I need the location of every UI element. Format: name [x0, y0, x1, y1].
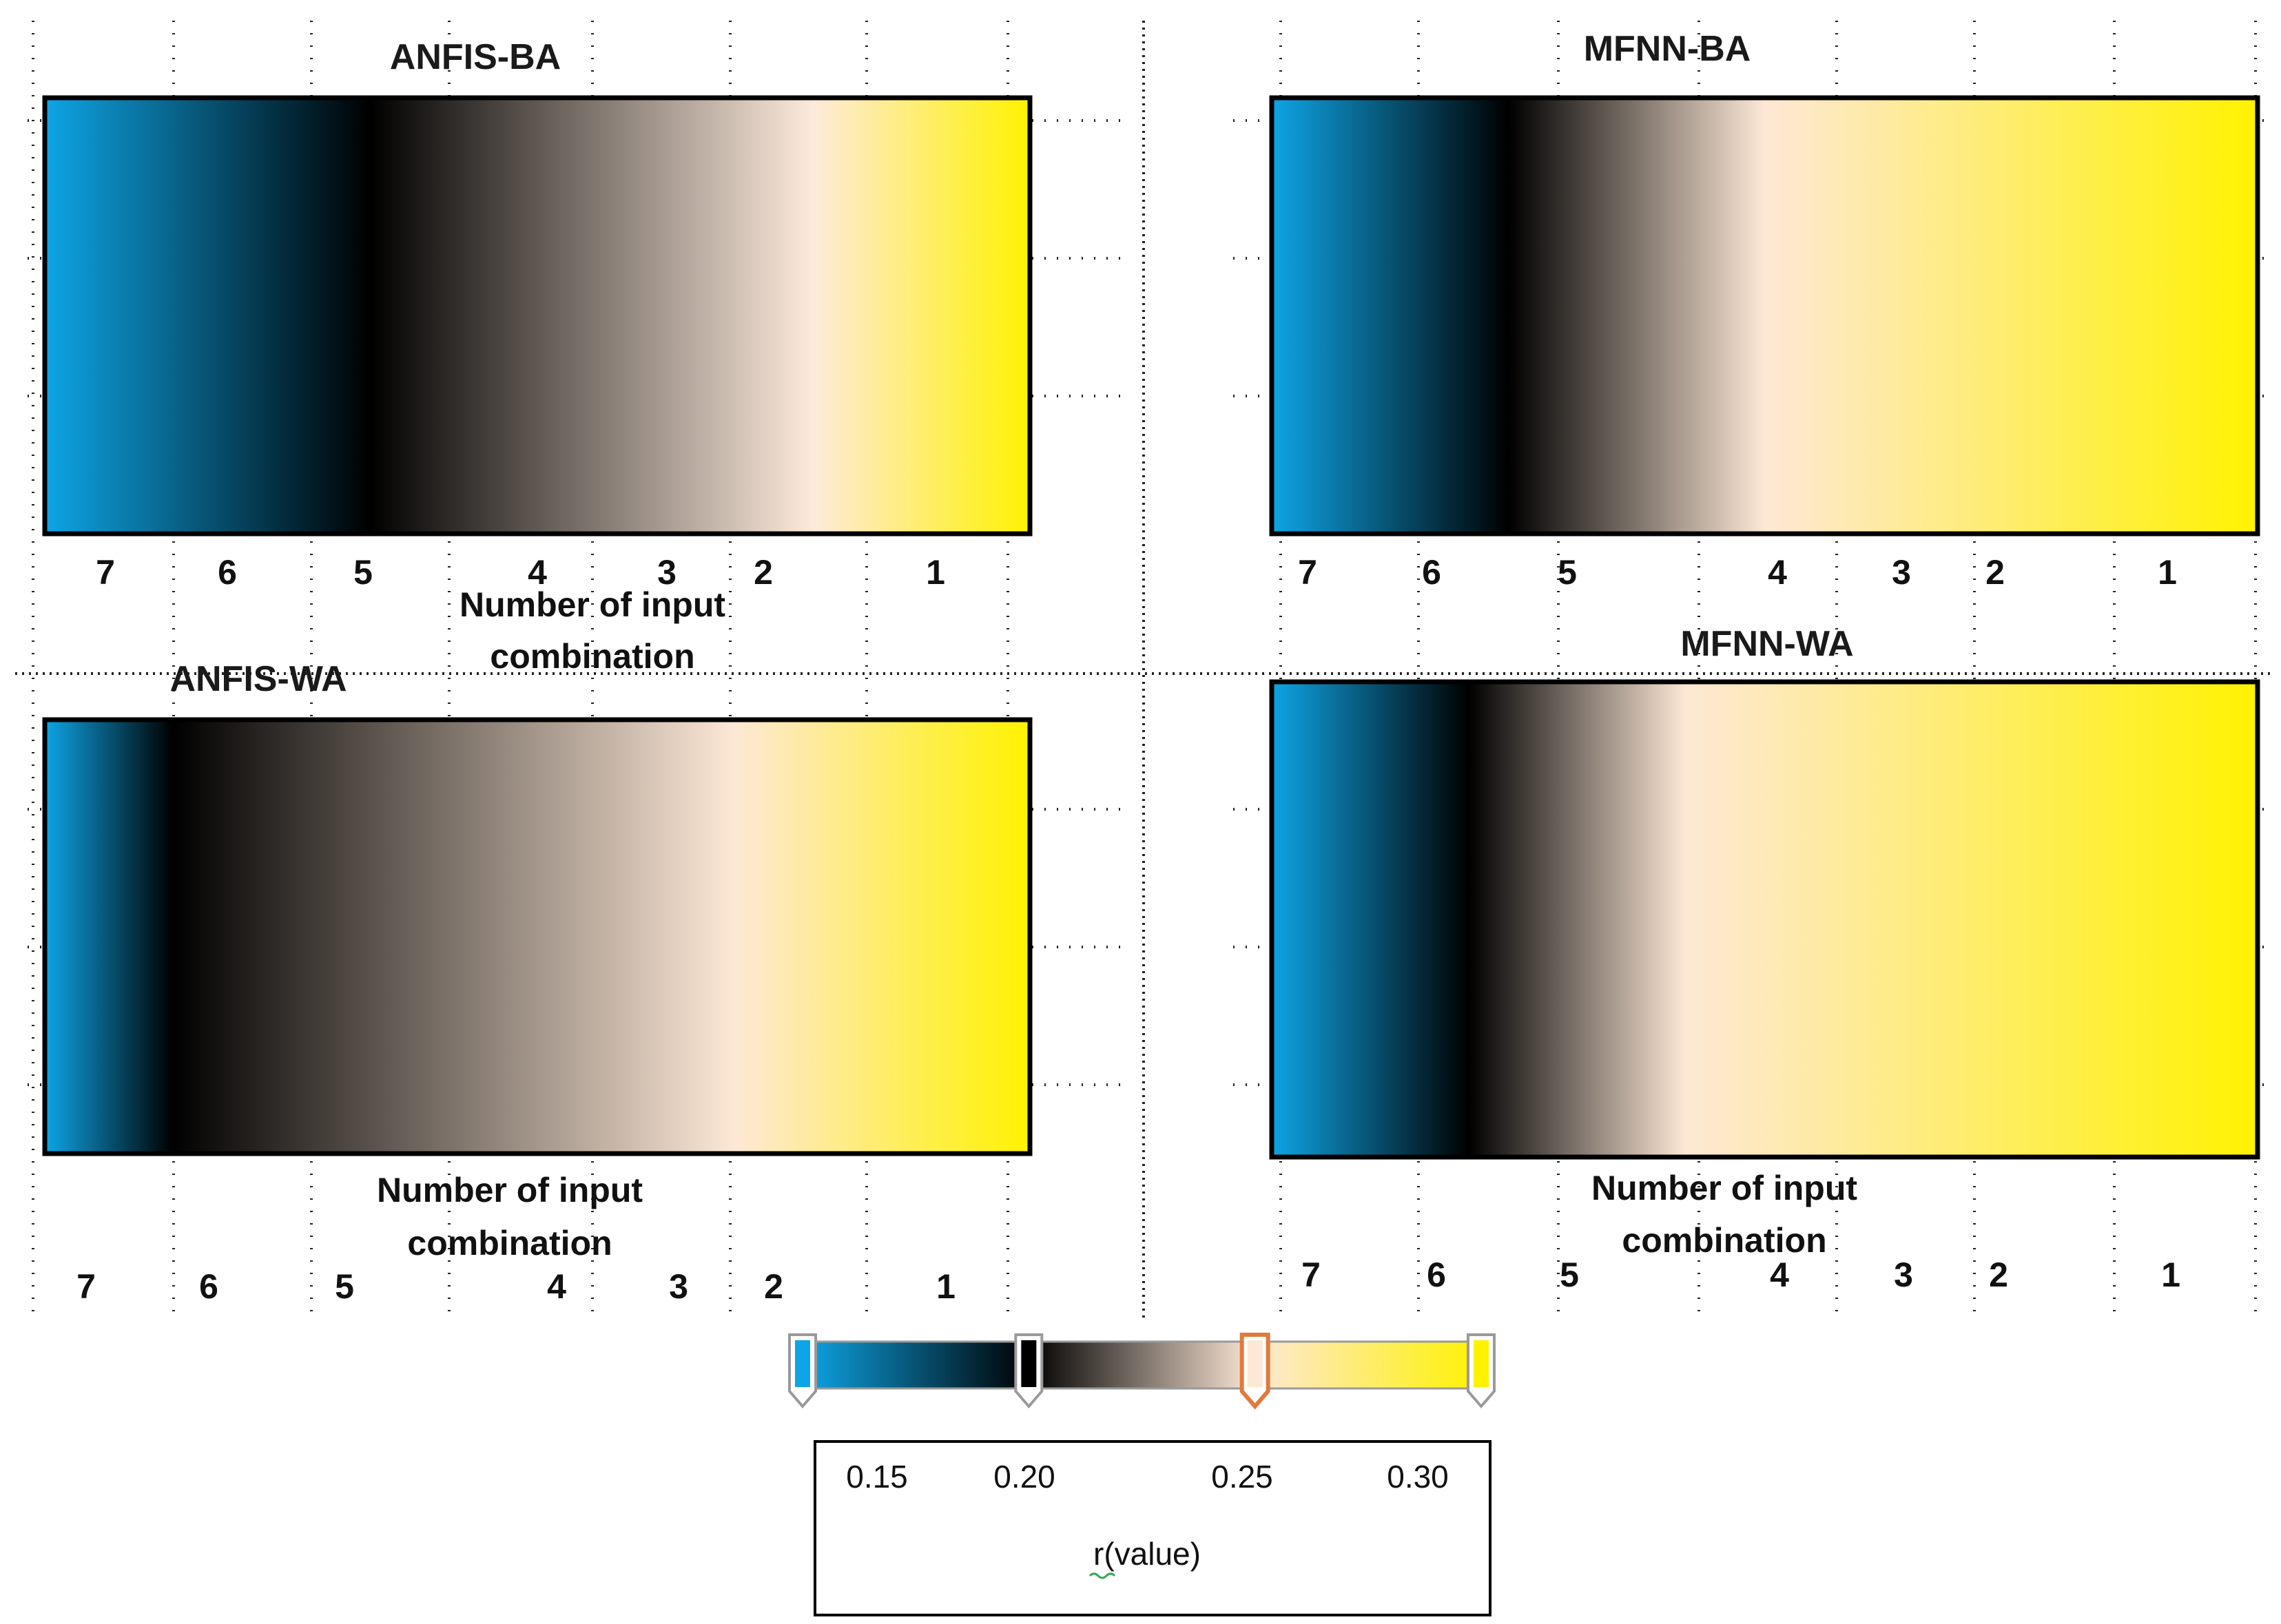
x-tick-label: 7 [1298, 553, 1317, 592]
heatmap-panel: MFNN-WA 7 6 5 4 3 2 1 Number of input combination [1269, 624, 2260, 1294]
x-tick-label: 2 [1989, 1256, 2008, 1294]
x-axis-label: Number of input [460, 585, 725, 624]
x-tick-label: 5 [1560, 1256, 1579, 1294]
x-tick-label: 7 [96, 553, 115, 592]
colorbar-tick-label: 0.15 [846, 1459, 908, 1495]
x-tick-label: 3 [1894, 1256, 1913, 1294]
colorbar-legend-box [814, 1440, 1492, 1616]
x-axis-label-line2: combination [1622, 1221, 1826, 1260]
x-tick-label: 1 [2158, 553, 2177, 592]
panel-title: MFNN-WA [1680, 624, 1853, 664]
heatmap-gradient-fill [1272, 682, 2258, 1157]
heatmap-frame [42, 95, 1033, 537]
panel-title: MFNN-BA [1584, 29, 1751, 69]
colorbar-stop-swatch [1247, 1340, 1263, 1387]
x-tick-label: 6 [1427, 1256, 1446, 1294]
spellcheck-squiggle [1088, 1572, 1116, 1579]
x-tick-label: 5 [353, 553, 373, 592]
colorbar-stop-swatch [795, 1340, 810, 1387]
x-tick-label: 4 [547, 1267, 566, 1306]
panel-title: ANFIS-WA [169, 659, 347, 699]
x-tick-label: 5 [335, 1267, 354, 1306]
heatmap-panel: MFNN-BA 7 6 5 4 3 2 1 [1269, 29, 2260, 592]
colorbar-tick-label: 0.30 [1387, 1459, 1449, 1495]
x-tick-label: 4 [528, 553, 547, 592]
x-tick-label: 2 [1985, 553, 2005, 592]
colorbar: 0.15 0.20 0.25 0.30 r(value) [788, 1333, 1496, 1616]
x-tick-label: 3 [1892, 553, 1911, 592]
heatmap-panel: ANFIS-BA 7 6 5 4 3 2 1 Number of input combinatio… [42, 37, 1033, 676]
x-tick-label: 3 [669, 1267, 688, 1306]
heatmap-gradient-fill [45, 720, 1030, 1154]
heatmap-gradient-fill [1272, 98, 2258, 534]
heatmap-gradient-fill [45, 98, 1030, 534]
x-tick-label: 1 [2161, 1256, 2180, 1294]
x-tick-label: 2 [764, 1267, 783, 1306]
x-tick-label: 3 [657, 553, 677, 592]
heatmap-panels: ANFIS-BA 7 6 5 4 3 2 1 Number of input combinatio… [42, 29, 2260, 1306]
x-tick-label: 1 [926, 553, 945, 592]
panel-title: ANFIS-BA [390, 37, 561, 77]
x-tick-label: 7 [1301, 1256, 1321, 1294]
x-tick-label: 2 [754, 553, 773, 592]
colorbar-title: r(value) [1093, 1536, 1201, 1572]
x-tick-label: 6 [1422, 553, 1441, 592]
colorbar-stop-swatch [1021, 1340, 1037, 1387]
x-tick-label: 4 [1768, 553, 1787, 592]
x-tick-label: 6 [218, 553, 237, 592]
colorbar-stop-swatch [1474, 1340, 1489, 1387]
x-axis-label-line2: combination [407, 1224, 612, 1262]
colorbar-tick-label: 0.25 [1211, 1459, 1273, 1495]
colorbar-tick-label: 0.20 [993, 1459, 1055, 1495]
x-tick-label: 4 [1770, 1256, 1789, 1294]
heatmap-frame [1269, 679, 2260, 1160]
x-tick-label: 7 [76, 1267, 96, 1306]
heatmap-frame [42, 717, 1033, 1156]
x-tick-label: 5 [1558, 553, 1577, 592]
x-tick-label: 6 [199, 1267, 218, 1306]
x-axis-label: Number of input [1591, 1169, 1857, 1207]
x-axis-label-line2: combination [490, 637, 694, 676]
x-axis-label: Number of input [377, 1171, 643, 1209]
colorbar-gradient [801, 1340, 1483, 1390]
heatmap-panel: ANFIS-WA 7 6 5 4 3 2 1 Number of input combinatio… [42, 659, 1033, 1306]
heatmap-frame [1269, 95, 2260, 537]
x-tick-label: 1 [936, 1267, 956, 1306]
